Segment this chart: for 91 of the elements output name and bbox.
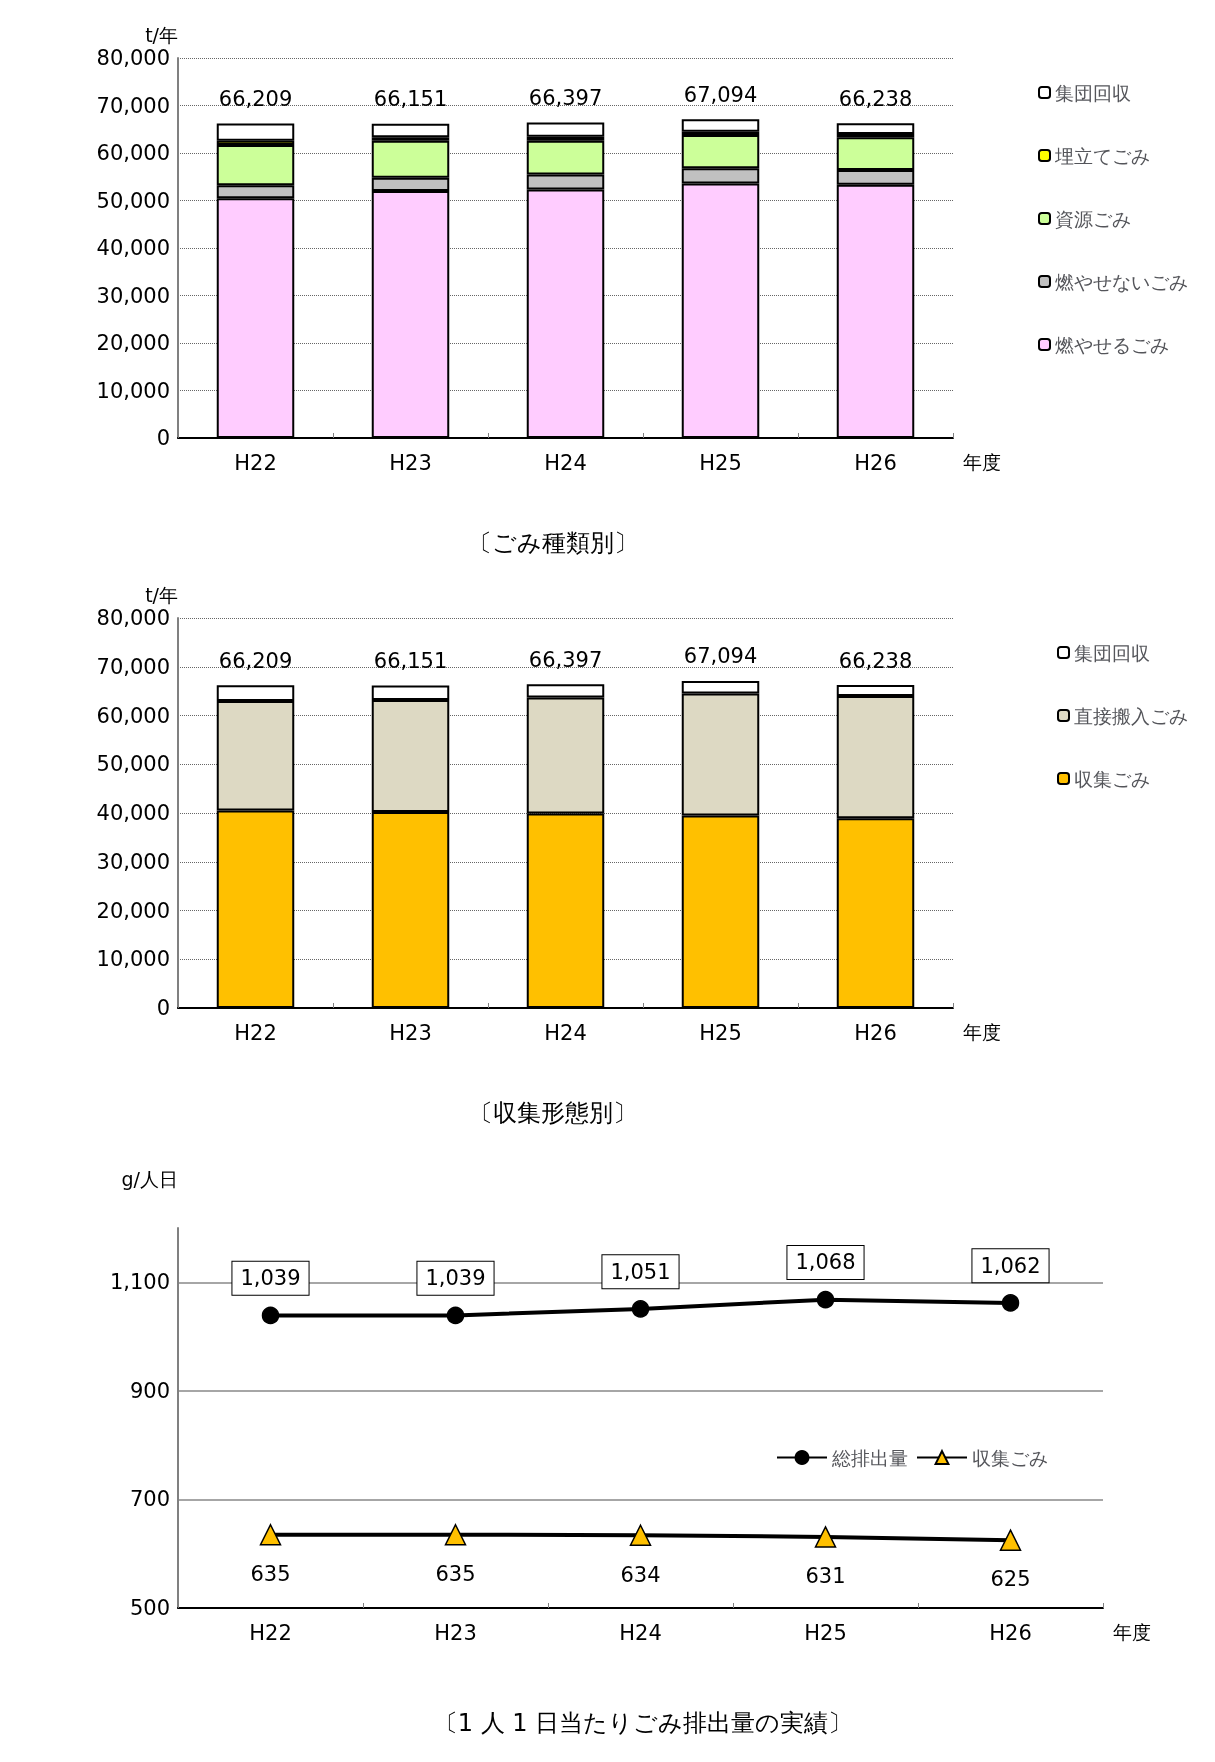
total-label: 66,209 bbox=[218, 87, 293, 112]
y-tick-label: 500 bbox=[129, 1596, 170, 1620]
y-tick-label: 70,000 bbox=[96, 93, 170, 118]
legend-label: 集団回収 bbox=[1074, 641, 1150, 664]
x-tick-label: H24 bbox=[619, 1620, 662, 1645]
x-tick-label: H23 bbox=[389, 1020, 432, 1045]
point bbox=[816, 1290, 835, 1309]
y-tick-label: 20,000 bbox=[96, 898, 170, 923]
legend-label: 資源ごみ bbox=[1055, 207, 1131, 230]
point bbox=[446, 1306, 465, 1325]
legend-label: 燃やせないごみ bbox=[1055, 270, 1188, 293]
total-label: 66,397 bbox=[528, 86, 603, 111]
y-tick-label: 50,000 bbox=[96, 188, 170, 213]
legend-label: 直接搬入ごみ bbox=[1074, 704, 1188, 727]
y-tick-label: 30,000 bbox=[96, 283, 170, 308]
data-label: 1,051 bbox=[610, 1259, 671, 1284]
legend-label: 燃やせるごみ bbox=[1055, 333, 1169, 356]
x-tick-label: H22 bbox=[249, 1620, 292, 1645]
point bbox=[444, 1523, 467, 1546]
y-tick-label: 700 bbox=[129, 1487, 170, 1512]
point bbox=[259, 1523, 282, 1546]
data-label: 1,039 bbox=[425, 1266, 486, 1291]
x-tick-label: H23 bbox=[389, 450, 432, 475]
text: 〔収集形態別〕 bbox=[469, 1099, 637, 1127]
bar bbox=[371, 123, 450, 138]
point bbox=[814, 1526, 837, 1548]
point bbox=[999, 1529, 1022, 1551]
x-tick-label: H24 bbox=[544, 1020, 587, 1045]
point bbox=[261, 1306, 280, 1325]
y-tick-label: 900 bbox=[129, 1378, 170, 1403]
data-label: 634 bbox=[620, 1562, 661, 1587]
x-tick-label: H26 bbox=[854, 1020, 897, 1045]
y-tick-label: 10,000 bbox=[96, 947, 170, 972]
x-tick-label: H22 bbox=[234, 450, 277, 475]
x-tick-label: H25 bbox=[699, 1020, 742, 1045]
y-tick-label: 0 bbox=[156, 996, 170, 1020]
total-label: 66,238 bbox=[838, 648, 913, 673]
x-axis-title: 年度 bbox=[1113, 1620, 1151, 1643]
y-tick-label: 50,000 bbox=[96, 752, 170, 777]
y-tick-label: 40,000 bbox=[96, 236, 170, 260]
y-axis-title: g/人日 bbox=[121, 1167, 178, 1190]
point bbox=[631, 1300, 650, 1318]
legend-label: 収集ごみ bbox=[1074, 767, 1150, 790]
y-tick-label: 60,000 bbox=[96, 703, 170, 728]
data-label: 635 bbox=[250, 1561, 291, 1586]
x-tick-label: H26 bbox=[989, 1620, 1032, 1645]
data-label: 1,068 bbox=[795, 1250, 856, 1275]
text: 〔1 人 1 日当たりごみ排出量の実績〕 bbox=[433, 1709, 853, 1737]
x-tick-label: H22 bbox=[234, 1020, 277, 1045]
legend-label: 集団回収 bbox=[1055, 81, 1131, 104]
y-tick-label: 30,000 bbox=[96, 849, 170, 874]
x-axis-title: 年度 bbox=[963, 1020, 1001, 1043]
total-label: 66,209 bbox=[218, 648, 293, 673]
x-tick-label: H25 bbox=[804, 1620, 847, 1645]
bar bbox=[216, 123, 295, 141]
y-tick-label: 40,000 bbox=[96, 801, 170, 825]
y-tick-label: 80,000 bbox=[96, 606, 170, 630]
data-label: 1,062 bbox=[980, 1253, 1041, 1278]
y-tick-label: 80,000 bbox=[96, 46, 170, 70]
x-axis-title: 年度 bbox=[963, 450, 1001, 473]
point bbox=[1001, 1294, 1020, 1312]
y-tick-label: 60,000 bbox=[96, 141, 170, 165]
data-label: 1,039 bbox=[240, 1266, 301, 1291]
bar bbox=[836, 123, 915, 134]
y-tick-label: 0 bbox=[156, 426, 170, 450]
total-label: 66,397 bbox=[528, 647, 603, 672]
point bbox=[629, 1524, 652, 1547]
legend-label: 収集ごみ bbox=[972, 1446, 1048, 1469]
total-label: 66,151 bbox=[373, 649, 448, 674]
y-tick-label: 70,000 bbox=[96, 654, 170, 679]
data-label: 631 bbox=[805, 1564, 846, 1589]
total-label: 66,151 bbox=[373, 87, 448, 112]
legend-label: 埋立てごみ bbox=[1054, 144, 1150, 167]
y-tick-label: 1,100 bbox=[109, 1270, 170, 1295]
bar bbox=[681, 119, 760, 132]
x-tick-label: H26 bbox=[854, 450, 897, 475]
bar bbox=[526, 122, 605, 137]
y-tick-label: 10,000 bbox=[96, 378, 170, 403]
y-axis-title: t/年 bbox=[145, 583, 178, 606]
legend-label: 総排出量 bbox=[831, 1446, 908, 1469]
y-axis-title: t/年 bbox=[145, 23, 178, 46]
x-tick-label: H25 bbox=[699, 450, 742, 475]
total-label: 67,094 bbox=[683, 644, 758, 669]
x-tick-label: H24 bbox=[544, 450, 587, 475]
total-label: 66,238 bbox=[838, 86, 913, 111]
y-tick-label: 20,000 bbox=[96, 331, 170, 355]
x-tick-label: H23 bbox=[434, 1620, 477, 1645]
data-label: 635 bbox=[435, 1561, 476, 1586]
text: 〔ごみ種類別〕 bbox=[468, 529, 638, 557]
data-label: 625 bbox=[990, 1567, 1031, 1592]
total-label: 67,094 bbox=[683, 82, 758, 107]
